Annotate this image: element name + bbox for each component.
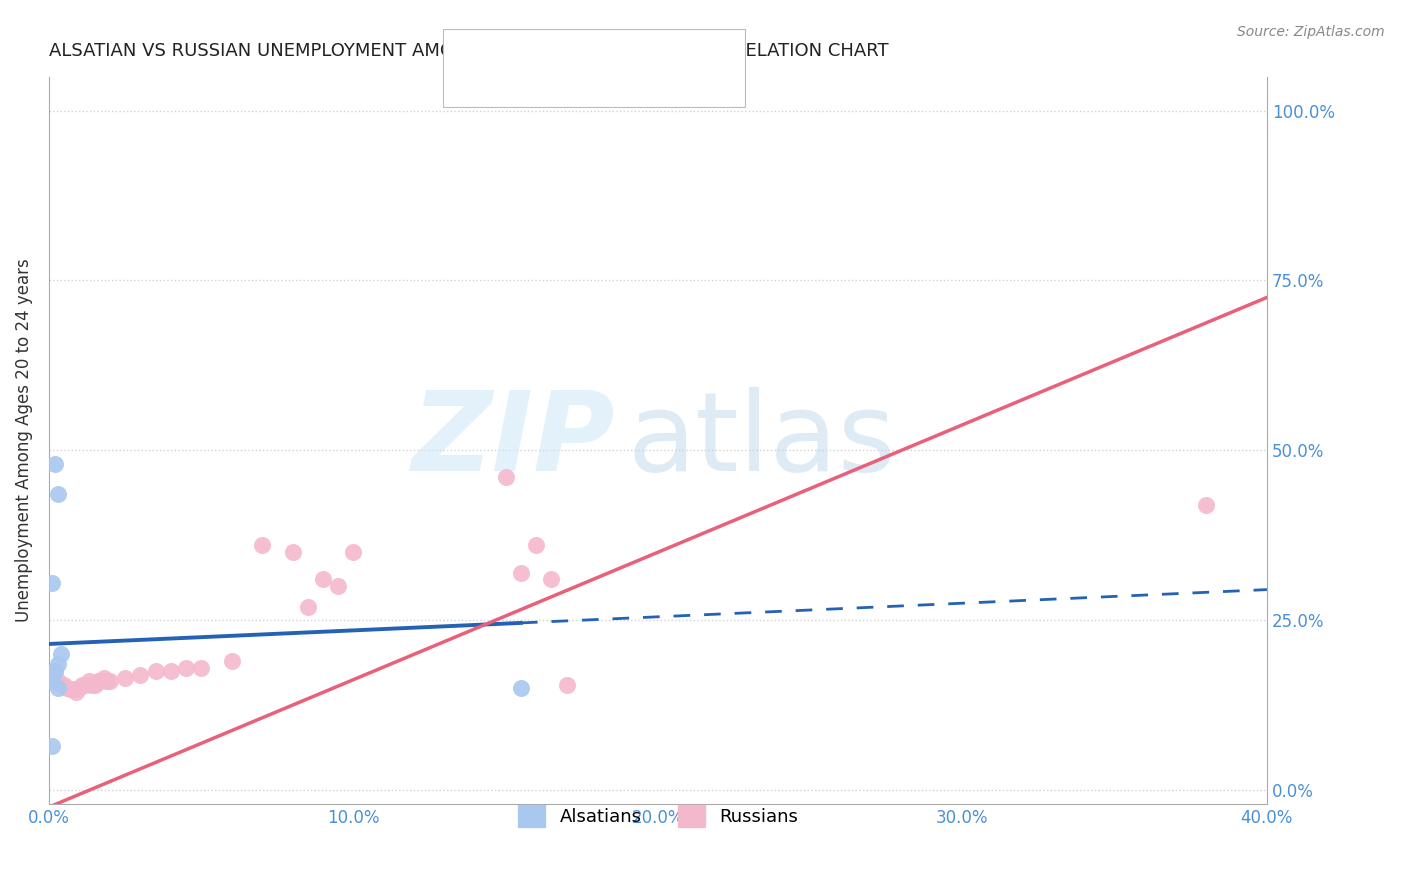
Bar (457, 42, 485, 62)
Text: N =: N = (598, 43, 654, 62)
Text: 10: 10 (658, 43, 685, 62)
Text: R =: R = (496, 80, 538, 99)
Point (44, 664, 66, 678)
Point (297, 599, 319, 614)
Point (509, 681, 531, 695)
Point (342, 545, 364, 559)
Bar (457, 80, 485, 100)
Point (46, 657, 69, 672)
Text: ZIP: ZIP (412, 386, 616, 493)
Point (555, 678, 578, 692)
Point (41, 739, 63, 753)
Point (75, 678, 97, 692)
Legend: Alsatians, Russians: Alsatians, Russians (510, 798, 806, 835)
Point (93, 671, 115, 685)
Point (174, 661, 197, 675)
Point (46, 487, 69, 501)
Text: 0.007: 0.007 (537, 43, 598, 62)
Point (46, 681, 69, 695)
Point (159, 664, 181, 678)
Point (524, 538, 547, 552)
Text: Source: ZipAtlas.com: Source: ZipAtlas.com (1237, 25, 1385, 39)
Text: 39: 39 (658, 80, 685, 99)
Text: R =: R = (496, 43, 538, 62)
Point (56, 681, 79, 695)
Point (49, 647, 72, 661)
Text: atlas: atlas (627, 386, 896, 493)
Point (250, 538, 273, 552)
Point (65, 684, 87, 698)
Point (281, 545, 304, 559)
Point (145, 664, 167, 678)
Point (53, 678, 76, 692)
Point (44, 457, 66, 471)
Point (67, 681, 90, 695)
Point (90, 674, 112, 689)
Point (80, 678, 103, 692)
Point (328, 579, 350, 593)
Point (49, 678, 72, 692)
Text: N =: N = (598, 80, 654, 99)
Point (190, 661, 212, 675)
Point (41, 674, 63, 689)
Point (44, 664, 66, 678)
Point (98, 674, 121, 689)
Point (1195, 498, 1218, 512)
Point (129, 667, 152, 681)
Point (46, 674, 69, 689)
Point (62, 682, 84, 697)
Point (83, 678, 105, 692)
Text: 0.766: 0.766 (537, 80, 599, 99)
Point (114, 671, 136, 685)
Point (72, 678, 94, 692)
Y-axis label: Unemployment Among Ages 20 to 24 years: Unemployment Among Ages 20 to 24 years (15, 259, 32, 622)
Point (495, 470, 517, 484)
Point (59, 682, 82, 697)
Point (96, 674, 118, 689)
Point (41, 575, 63, 590)
Point (77, 674, 100, 689)
Text: ALSATIAN VS RUSSIAN UNEMPLOYMENT AMONG AGES 20 TO 24 YEARS CORRELATION CHART: ALSATIAN VS RUSSIAN UNEMPLOYMENT AMONG A… (49, 42, 889, 60)
Point (312, 573, 335, 587)
Point (509, 566, 531, 580)
Point (86, 674, 108, 689)
Point (540, 573, 562, 587)
Point (221, 654, 243, 668)
